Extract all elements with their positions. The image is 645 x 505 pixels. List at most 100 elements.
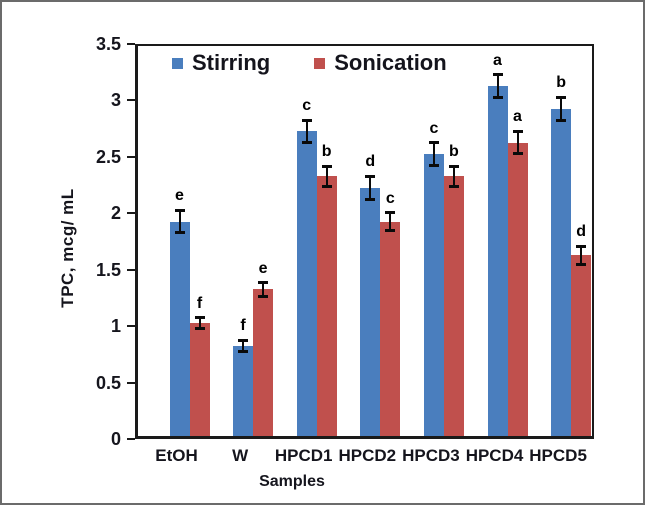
significance-letter-sonication-HPCD5: d: [576, 223, 586, 241]
y-tick-mark-3: [127, 99, 135, 102]
error-cap-bottom-stirring-HPCD5: [556, 118, 567, 122]
x-tick-label-HPCD3: HPCD3: [402, 446, 460, 465]
significance-letter-stirring-HPCD2: d: [365, 153, 376, 171]
error-cap-top-sonication-HPCD1: [321, 164, 332, 168]
error-cap-bottom-stirring-EtOH: [174, 231, 185, 235]
error-cap-top-sonication-HPCD2: [385, 211, 396, 214]
error-cap-top-stirring-EtOH: [174, 208, 185, 212]
error-cap-top-stirring-HPCD3: [428, 141, 439, 145]
significance-letter-stirring-HPCD1: c: [302, 97, 312, 114]
bar-stirring-HPCD2: [360, 187, 381, 436]
bar-stirring-HPCD4: [487, 86, 508, 436]
error-cap-bottom-sonication-HPCD3: [448, 185, 459, 189]
significance-letter-stirring-W: f: [240, 317, 246, 335]
y-tick-mark-2: [127, 212, 135, 215]
error-bar-stirring-W: [242, 340, 245, 352]
significance-letter-stirring-HPCD3: c: [429, 119, 439, 137]
error-bar-stirring-EtOH: [178, 210, 181, 233]
x-tick-label-HPCD1: HPCD1: [274, 446, 333, 465]
error-bar-sonication-HPCD3: [452, 166, 455, 187]
y-tick-label-2.5: 2.5: [95, 146, 121, 167]
bar-sonication-EtOH: [189, 323, 210, 436]
error-cap-bottom-sonication-HPCD1: [321, 185, 332, 189]
error-bar-stirring-HPCD2: [369, 176, 372, 199]
bar-sonication-HPCD4: [507, 142, 528, 436]
error-cap-top-stirring-HPCD5: [556, 95, 567, 99]
error-cap-bottom-sonication-HPCD2: [385, 229, 396, 233]
error-bar-sonication-EtOH: [198, 317, 201, 329]
stirring-swatch-icon: [172, 57, 183, 69]
bar-sonication-W: [253, 289, 274, 436]
legend-label-stirring: Stirring: [192, 50, 271, 75]
x-tick-label-HPCD2: HPCD2: [338, 446, 397, 465]
significance-letter-stirring-EtOH: e: [175, 187, 184, 205]
bar-stirring-W: [233, 345, 254, 436]
y-tick-label-3.5: 3.5: [95, 34, 121, 54]
error-cap-bottom-stirring-HPCD3: [428, 163, 439, 167]
bar-stirring-HPCD1: [296, 131, 317, 436]
x-tick-label-HPCD4: HPCD4: [465, 446, 524, 465]
bar-stirring-HPCD3: [423, 153, 444, 436]
error-cap-bottom-stirring-HPCD2: [365, 197, 376, 201]
error-cap-top-stirring-W: [238, 338, 249, 342]
significance-letter-sonication-HPCD4: a: [513, 108, 522, 126]
significance-letter-sonication-HPCD1: b: [321, 143, 332, 161]
error-cap-bottom-sonication-HPCD4: [512, 152, 523, 156]
error-bar-stirring-HPCD5: [560, 97, 563, 120]
error-bar-sonication-HPCD2: [389, 212, 392, 231]
error-cap-bottom-sonication-EtOH: [194, 327, 205, 331]
error-cap-bottom-sonication-HPCD5: [576, 263, 587, 266]
error-cap-top-sonication-HPCD4: [512, 129, 523, 133]
error-cap-bottom-stirring-HPCD4: [492, 95, 503, 99]
y-tick-mark-3.5: [127, 43, 135, 45]
error-bar-sonication-W: [262, 282, 265, 297]
y-tick-mark-1: [127, 325, 135, 328]
x-axis-title: Samples: [259, 473, 325, 490]
y-tick-label-1: 1: [110, 316, 121, 337]
significance-letter-stirring-HPCD5: b: [556, 74, 566, 92]
x-tick-label-HPCD5: HPCD5: [529, 446, 587, 465]
error-cap-bottom-stirring-W: [238, 349, 249, 353]
significance-letter-sonication-W: e: [258, 259, 268, 277]
bar-sonication-HPCD2: [380, 221, 401, 436]
y-tick-label-0: 0: [110, 429, 121, 449]
y-tick-label-1.5: 1.5: [95, 259, 121, 280]
error-bar-sonication-HPCD4: [516, 131, 519, 154]
x-tick-label-W: W: [232, 446, 249, 465]
legend-label-sonication: Sonication: [334, 50, 447, 75]
bar-sonication-HPCD5: [571, 255, 592, 436]
error-bar-stirring-HPCD1: [305, 120, 308, 143]
error-bar-sonication-HPCD5: [580, 246, 583, 265]
error-cap-bottom-stirring-HPCD1: [301, 141, 312, 145]
sonication-swatch-icon: [314, 57, 326, 69]
error-cap-top-sonication-HPCD5: [576, 244, 587, 248]
legend-item-sonication: Sonication: [314, 50, 447, 75]
legend: Stirring Sonication: [172, 52, 447, 74]
x-tick-label-EtOH: EtOH: [155, 446, 198, 465]
bar-stirring-EtOH: [169, 221, 190, 436]
significance-letter-sonication-HPCD2: c: [385, 189, 395, 207]
significance-letter-sonication-EtOH: f: [196, 294, 203, 312]
error-cap-bottom-sonication-W: [258, 294, 269, 298]
error-cap-top-stirring-HPCD4: [492, 73, 503, 77]
y-tick-mark-1.5: [127, 268, 135, 271]
y-tick-mark-0.5: [127, 381, 135, 384]
legend-item-stirring: Stirring: [172, 52, 270, 74]
error-cap-top-sonication-W: [258, 281, 269, 284]
bar-sonication-HPCD3: [443, 176, 464, 436]
y-tick-label-3: 3: [110, 90, 121, 111]
y-tick-label-2: 2: [110, 203, 121, 224]
error-bar-stirring-HPCD3: [432, 142, 435, 166]
error-cap-top-stirring-HPCD2: [365, 174, 376, 178]
error-cap-top-sonication-HPCD3: [448, 164, 459, 168]
bar-sonication-HPCD1: [316, 176, 337, 436]
y-tick-mark-2.5: [127, 155, 135, 158]
error-bar-stirring-HPCD4: [496, 74, 499, 98]
y-tick-label-0.5: 0.5: [95, 372, 121, 393]
bar-stirring-HPCD5: [551, 108, 572, 436]
error-bar-sonication-HPCD1: [325, 166, 328, 187]
significance-letter-stirring-HPCD4: a: [493, 51, 502, 69]
y-tick-mark-0: [127, 438, 135, 440]
